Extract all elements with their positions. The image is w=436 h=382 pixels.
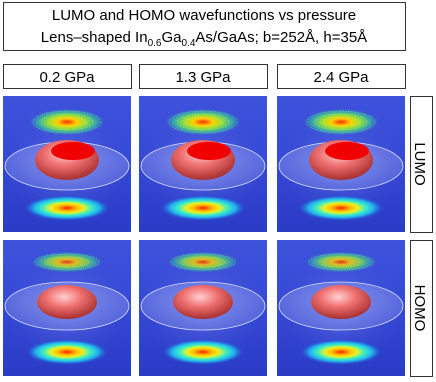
title: LUMO and HOMO wavefunctions vs pressure	[52, 7, 356, 24]
column-header: 1.3 GPa	[175, 69, 231, 86]
title-box: LUMO and HOMO wavefunctions vs pressure …	[3, 2, 406, 51]
header-box	[3, 64, 132, 89]
column-header: 0.2 GPa	[39, 69, 95, 86]
row-label: HOMO	[411, 285, 428, 332]
subtitle-part: As/GaAs; b=252Å, h=35Å	[195, 29, 367, 46]
lumo-panel	[3, 96, 131, 232]
row-label-box	[410, 240, 433, 377]
row-labels: LUMO HOMO	[410, 96, 433, 377]
header-box	[139, 64, 268, 89]
subtitle-part: Ga	[161, 29, 182, 46]
row-label: LUMO	[411, 142, 428, 185]
column-header: 2.4 GPa	[313, 69, 369, 86]
header-box	[277, 64, 406, 89]
homo-panel	[139, 240, 267, 376]
lumo-panel	[277, 96, 405, 232]
column-headers: 0.2 GPa 1.3 GPa 2.4 GPa	[3, 64, 406, 89]
subscript: 0.6	[148, 38, 162, 49]
subtitle: Lens–shaped In0.6Ga0.4As/GaAs; b=252Å, h…	[41, 29, 367, 49]
row-label-box	[410, 96, 433, 233]
panels	[3, 96, 405, 376]
subtitle-part: Lens–shaped In	[41, 29, 148, 46]
homo-panel	[3, 240, 131, 376]
homo-panel	[277, 240, 405, 376]
lumo-panel	[139, 96, 267, 232]
subscript: 0.4	[181, 38, 195, 49]
